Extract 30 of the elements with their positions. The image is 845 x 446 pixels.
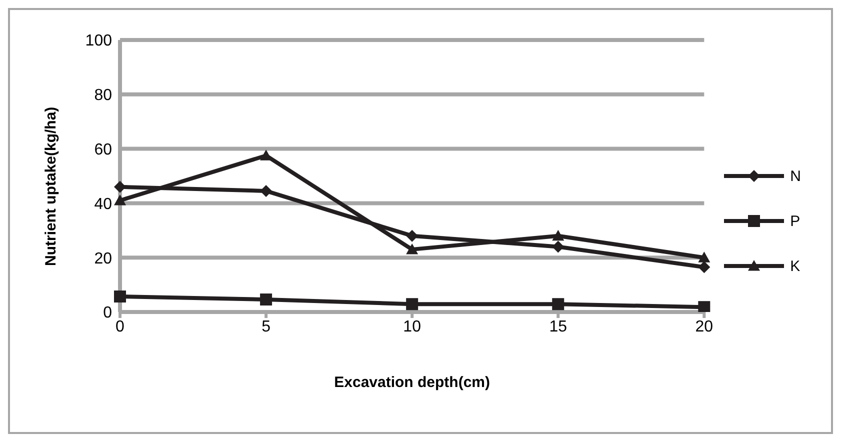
legend-label: N [790,168,801,184]
legend-label: P [790,212,800,230]
point [114,290,126,302]
y-tick-label: 40 [94,196,112,213]
point [406,298,418,310]
point [260,184,272,197]
y-tick-label: 60 [94,141,112,158]
point [552,298,564,310]
x-tick-label: 0 [116,318,125,336]
point [698,252,710,262]
point [698,301,710,312]
point [552,230,564,241]
x-tick-label: 20 [695,318,714,336]
x-tick-label: 10 [403,318,422,336]
y-tick-label: 0 [103,304,112,322]
point [698,261,710,274]
y-tick-label: 20 [94,250,112,268]
point [114,194,126,206]
y-tick-label: 100 [85,32,112,50]
y-axis-title: Nutrient uptake(kg/ha) [42,106,60,266]
x-axis-title: Excavation depth(cm) [334,374,490,391]
point [260,293,272,306]
point [406,230,418,242]
x-tick-label: 5 [262,318,271,336]
y-tick-label: 80 [94,87,112,104]
point [552,240,564,253]
point [406,243,418,254]
legend-label: K [790,258,800,274]
point [114,180,126,193]
x-tick-label: 15 [549,318,568,336]
